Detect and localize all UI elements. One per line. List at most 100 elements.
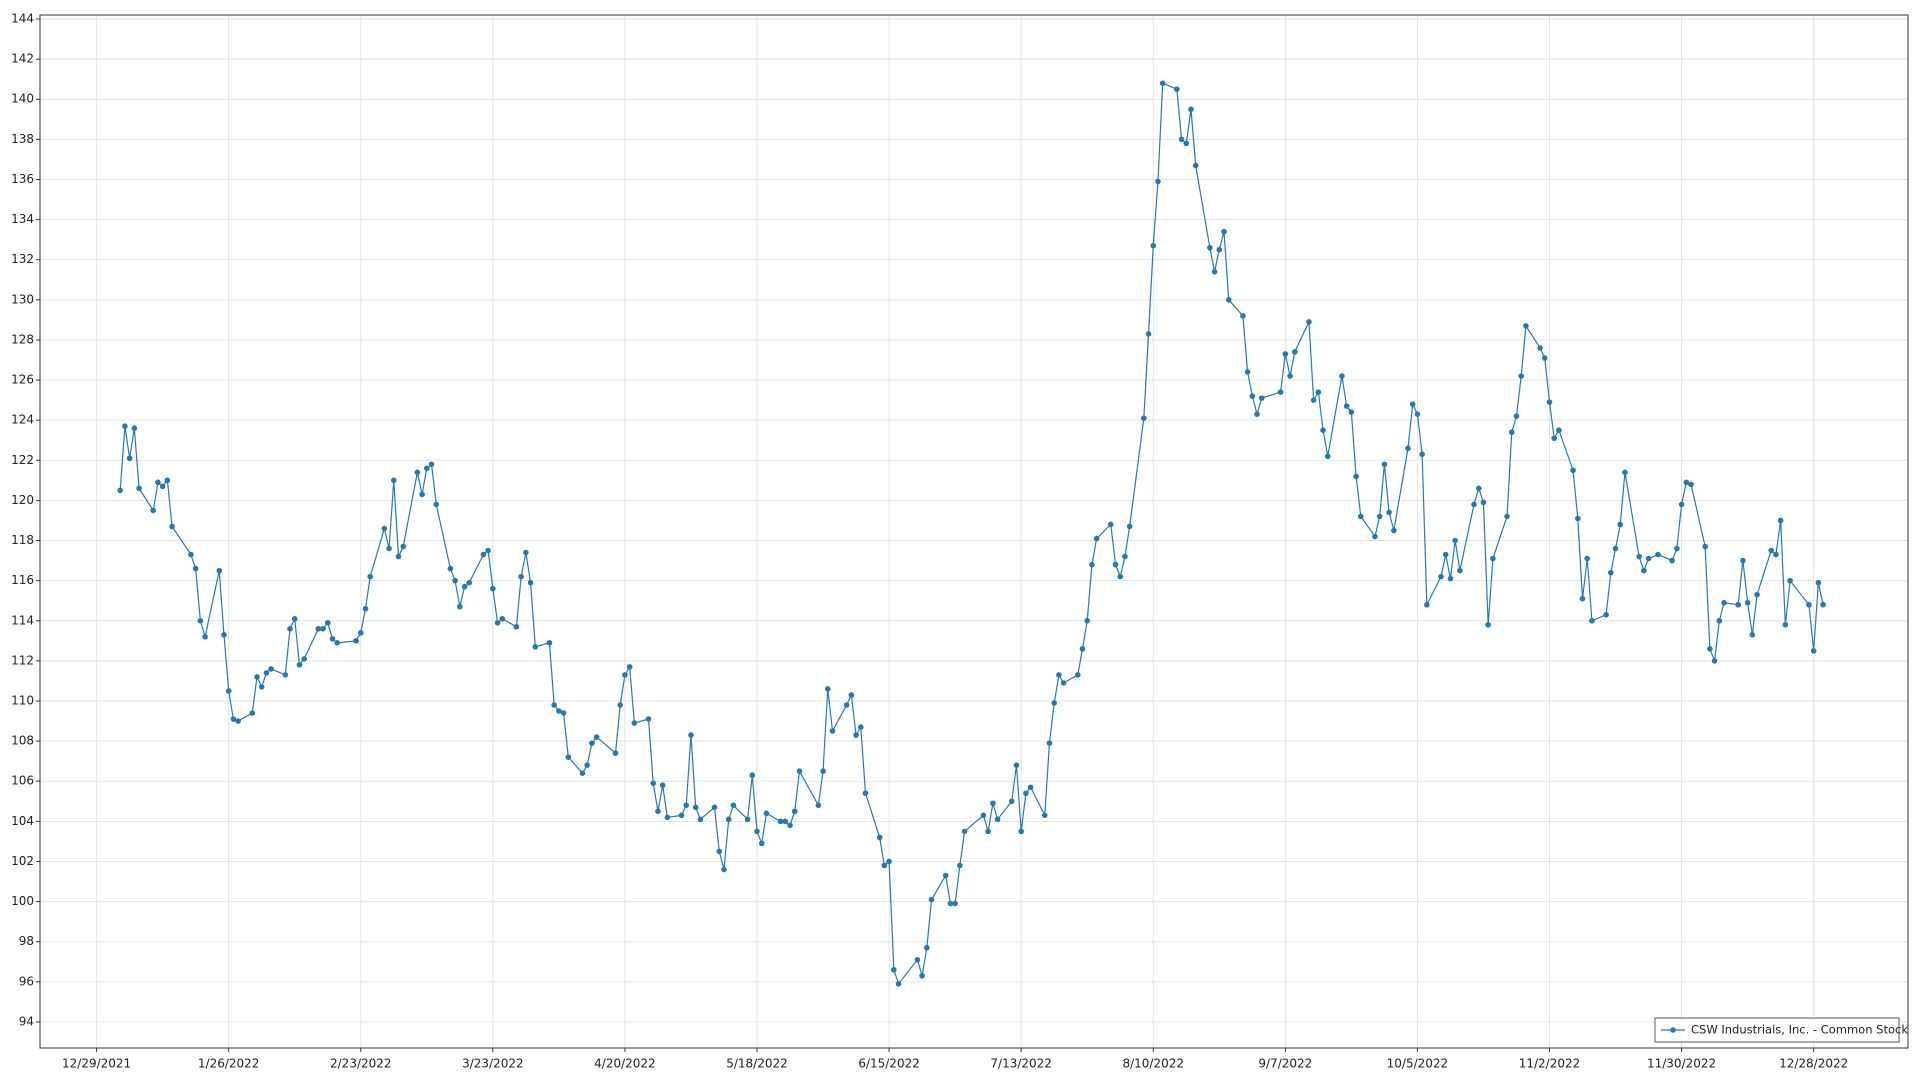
data-point <box>645 716 652 722</box>
data-point <box>1777 517 1784 524</box>
x-tick-label: 3/23/2022 <box>462 1057 524 1071</box>
x-tick-label: 6/15/2022 <box>858 1057 920 1071</box>
data-point <box>457 603 463 610</box>
data-point <box>1603 611 1609 618</box>
data-point <box>1174 86 1180 93</box>
data-point <box>782 818 789 825</box>
y-tick-label: 136 <box>11 172 34 186</box>
data-point <box>1310 397 1317 403</box>
x-tick-label: 11/2/2022 <box>1519 1057 1581 1071</box>
data-point <box>136 485 142 492</box>
data-point <box>626 664 633 670</box>
data-point <box>1093 535 1100 542</box>
data-point <box>169 523 175 530</box>
data-point <box>678 812 685 819</box>
data-point <box>315 625 322 632</box>
data-point <box>499 615 506 622</box>
data-point <box>1409 401 1416 407</box>
data-point <box>697 816 704 823</box>
data-point <box>532 644 539 650</box>
data-point <box>1282 351 1289 357</box>
data-point <box>1287 373 1293 379</box>
data-point <box>919 972 925 979</box>
data-point <box>1353 473 1359 480</box>
data-point <box>1084 617 1091 624</box>
data-point <box>1716 617 1723 624</box>
data-point <box>961 828 968 835</box>
data-point <box>1155 178 1161 185</box>
data-point <box>1617 521 1624 528</box>
data-point <box>1702 543 1708 550</box>
y-tick-label: 104 <box>11 814 34 828</box>
data-point <box>886 858 892 865</box>
data-point <box>985 828 991 835</box>
data-point <box>650 780 657 787</box>
data-point <box>490 585 496 592</box>
data-point <box>754 828 760 835</box>
y-tick-label: 120 <box>11 493 34 507</box>
data-point <box>1126 523 1133 530</box>
data-point <box>1744 599 1751 606</box>
data-point <box>1471 501 1477 508</box>
data-point <box>1810 648 1817 654</box>
data-point <box>513 623 520 630</box>
data-point <box>1688 481 1694 488</box>
data-point <box>1641 567 1647 574</box>
data-point <box>150 507 157 514</box>
data-point <box>1372 533 1378 540</box>
data-point <box>485 547 491 554</box>
data-point <box>721 866 727 873</box>
data-point <box>1523 323 1529 329</box>
legend-label: CSW Industrials, Inc. - Common Stock <box>1691 1023 1908 1037</box>
data-point <box>390 477 397 484</box>
data-point <box>1711 658 1718 664</box>
data-point <box>1438 573 1444 580</box>
data-point <box>692 804 699 811</box>
data-point <box>1414 411 1421 417</box>
data-point <box>263 670 270 676</box>
data-point <box>1556 427 1562 434</box>
data-point <box>1787 577 1793 584</box>
data-point <box>1343 403 1350 409</box>
x-tick-label: 11/30/2022 <box>1647 1057 1716 1071</box>
data-point <box>230 716 237 722</box>
data-point <box>857 724 864 730</box>
data-point <box>235 718 241 724</box>
data-point <box>579 770 586 777</box>
y-tick-label: 96 <box>19 974 34 988</box>
x-tick-label: 8/10/2022 <box>1122 1057 1184 1071</box>
data-point <box>1405 445 1411 452</box>
data-point <box>329 636 336 642</box>
data-point <box>1027 784 1034 791</box>
data-point <box>1669 557 1675 564</box>
data-point <box>254 674 260 680</box>
y-tick-label: 108 <box>11 734 34 748</box>
data-point <box>617 702 624 708</box>
data-point <box>400 543 407 550</box>
data-point <box>1046 740 1053 746</box>
data-point <box>362 605 369 612</box>
data-point <box>1820 601 1826 608</box>
data-point <box>820 768 826 774</box>
y-tick-label: 118 <box>11 533 34 547</box>
data-point <box>1678 501 1685 508</box>
data-point <box>428 461 435 468</box>
y-tick-label: 140 <box>11 92 34 106</box>
data-point <box>725 816 732 823</box>
data-point <box>1424 601 1430 608</box>
data-point <box>249 710 256 716</box>
data-point <box>829 728 836 734</box>
data-point <box>452 577 458 584</box>
data-point <box>1320 427 1326 434</box>
data-point <box>1589 617 1595 624</box>
data-point <box>1159 80 1166 86</box>
data-point <box>589 740 595 746</box>
data-point <box>1183 140 1190 147</box>
data-point <box>287 625 293 632</box>
y-tick-label: 98 <box>19 934 34 948</box>
y-tick-label: 138 <box>11 132 34 146</box>
data-point <box>947 900 954 907</box>
data-point <box>1442 551 1449 558</box>
x-tick-label: 7/13/2022 <box>990 1057 1052 1071</box>
data-point <box>664 814 671 821</box>
